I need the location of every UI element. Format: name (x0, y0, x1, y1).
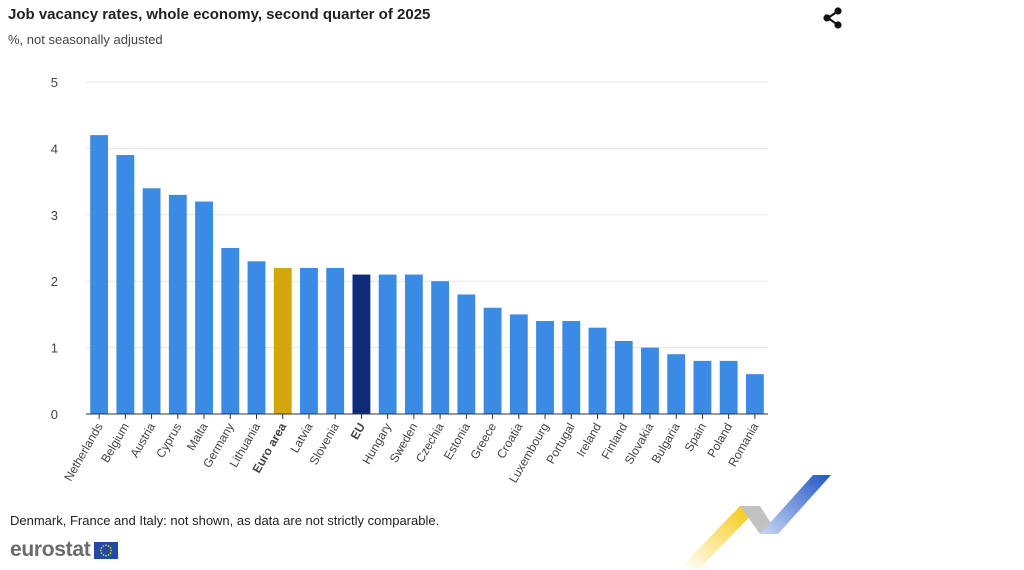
bar-malta[interactable] (195, 201, 213, 414)
bar-slovenia[interactable] (326, 267, 345, 414)
eu-flag-icon (94, 541, 119, 559)
flag-star (110, 551, 112, 554)
x-tick-label: Latvia (287, 420, 315, 455)
y-tick-label: 2 (51, 274, 58, 289)
flag-star (108, 553, 110, 556)
y-tick-label: 4 (51, 141, 58, 156)
eurostat-logo: eurostat (10, 538, 119, 562)
x-tick-label: Malta (184, 420, 211, 453)
x-tick-label: Spain (682, 421, 709, 455)
flag-star (108, 544, 110, 547)
y-tick-label: 0 (51, 407, 58, 422)
bar-ireland[interactable] (588, 327, 607, 414)
bar-latvia[interactable] (300, 267, 318, 414)
bar-hungary[interactable] (378, 274, 397, 414)
footnote: Denmark, France and Italy: not shown, as… (10, 513, 440, 528)
bar-romania[interactable] (745, 374, 764, 414)
y-tick-label: 3 (51, 208, 58, 223)
bar-netherlands[interactable] (90, 135, 109, 414)
flag-star (101, 546, 103, 549)
bar-belgium[interactable] (116, 155, 135, 415)
bars (90, 135, 764, 415)
brand-text: eurostat (10, 538, 91, 561)
bar-slovakia[interactable] (641, 347, 659, 414)
bar-bulgaria[interactable] (667, 354, 686, 414)
chart-subtitle: %, not seasonally adjusted (8, 32, 163, 47)
bar-poland[interactable] (719, 360, 738, 414)
bar-portugal[interactable] (562, 321, 581, 414)
bar-sweden[interactable] (404, 274, 423, 414)
bar-greece[interactable] (483, 307, 502, 414)
grid-lines (86, 81, 768, 349)
decorative-logo-graphic (680, 475, 831, 568)
x-tick-label: Cyprus (153, 421, 184, 461)
flag-star (100, 549, 103, 551)
chart-title: Job vacancy rates, whole economy, second… (8, 6, 431, 23)
flag-star (102, 544, 105, 547)
bar-eu[interactable] (352, 274, 371, 414)
bar-czechia[interactable] (431, 281, 450, 414)
bar-croatia[interactable] (509, 314, 528, 414)
bar-estonia[interactable] (457, 294, 476, 414)
flag-star (102, 553, 105, 556)
bar-austria[interactable] (142, 188, 161, 414)
bar-luxembourg[interactable] (536, 321, 554, 414)
flag-star (101, 551, 103, 554)
flag-star (110, 549, 113, 551)
y-tick-label: 1 (51, 341, 58, 356)
bar-finland[interactable] (614, 340, 633, 414)
bar-lithuania[interactable] (247, 261, 266, 414)
bar-spain[interactable] (693, 360, 712, 414)
flag-star (105, 543, 108, 546)
flag-star (110, 546, 112, 549)
y-axis-ticks: 0 1 2 3 4 5 (51, 75, 58, 422)
y-tick-label: 5 (51, 75, 58, 90)
x-tick-label: EU (348, 421, 368, 442)
share-icon[interactable] (820, 6, 846, 30)
bar-euro-area[interactable] (273, 267, 292, 414)
flag-star (105, 554, 108, 557)
x-tick-label: Netherlands (61, 421, 105, 484)
bar-cyprus[interactable] (168, 194, 187, 414)
bar-germany[interactable] (221, 248, 240, 414)
